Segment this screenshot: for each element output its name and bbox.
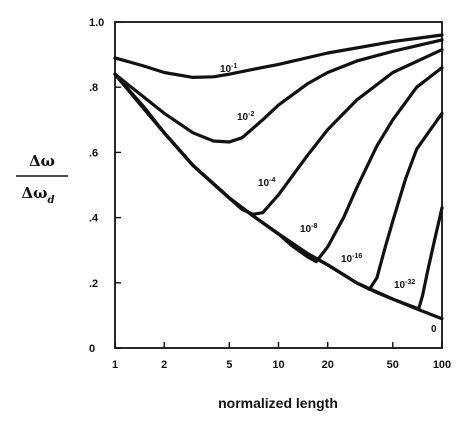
y-tick-label: .8 (89, 82, 98, 94)
series-curve-6 (113, 72, 444, 321)
curve-labels-layer: 10-1 10-2 10-4 10-8 10-16 10-32 0 (220, 63, 437, 335)
x-axis-label: normalized length (218, 395, 338, 411)
y-axis-label: Δω Δωd (16, 152, 68, 206)
series-curve-5 (113, 72, 444, 311)
x-tick-label: 5 (226, 359, 232, 371)
series-label-5: 10-32 (394, 279, 415, 291)
ticks-layer: 1 2 5 10 20 50 100 0 .2 .4 .6 .8 1.0 (89, 17, 451, 371)
x-tick-label: 2 (161, 359, 167, 371)
y-axis-label-numerator: Δω (29, 152, 55, 170)
series-label-3: 10-8 (300, 223, 317, 235)
series-label-4: 10-16 (341, 253, 362, 265)
series-label-1: 10-2 (237, 111, 254, 123)
x-tick-label: 100 (433, 359, 451, 371)
y-tick-label: .2 (89, 278, 98, 290)
series-curve-1 (113, 38, 444, 144)
x-tick-label: 10 (272, 359, 284, 371)
y-tick-label: 0 (89, 343, 95, 355)
curves-layer (113, 33, 444, 321)
y-axis-label-denominator-text: Δω (22, 184, 48, 202)
y-tick-label: .6 (89, 147, 98, 159)
series-label-6: 0 (431, 324, 437, 335)
x-tick-label: 50 (387, 359, 399, 371)
x-tick-label: 20 (322, 359, 334, 371)
y-tick-label: 1.0 (89, 17, 104, 29)
series-curve-0 (113, 33, 444, 79)
x-tick-label: 1 (112, 359, 118, 371)
y-axis-label-denominator: Δωd (22, 184, 55, 206)
series-label-2: 10-4 (258, 177, 275, 189)
y-tick-label: .4 (89, 213, 99, 225)
y-axis-label-denominator-subscript: d (47, 195, 54, 206)
series-label-0: 10-1 (220, 63, 237, 75)
